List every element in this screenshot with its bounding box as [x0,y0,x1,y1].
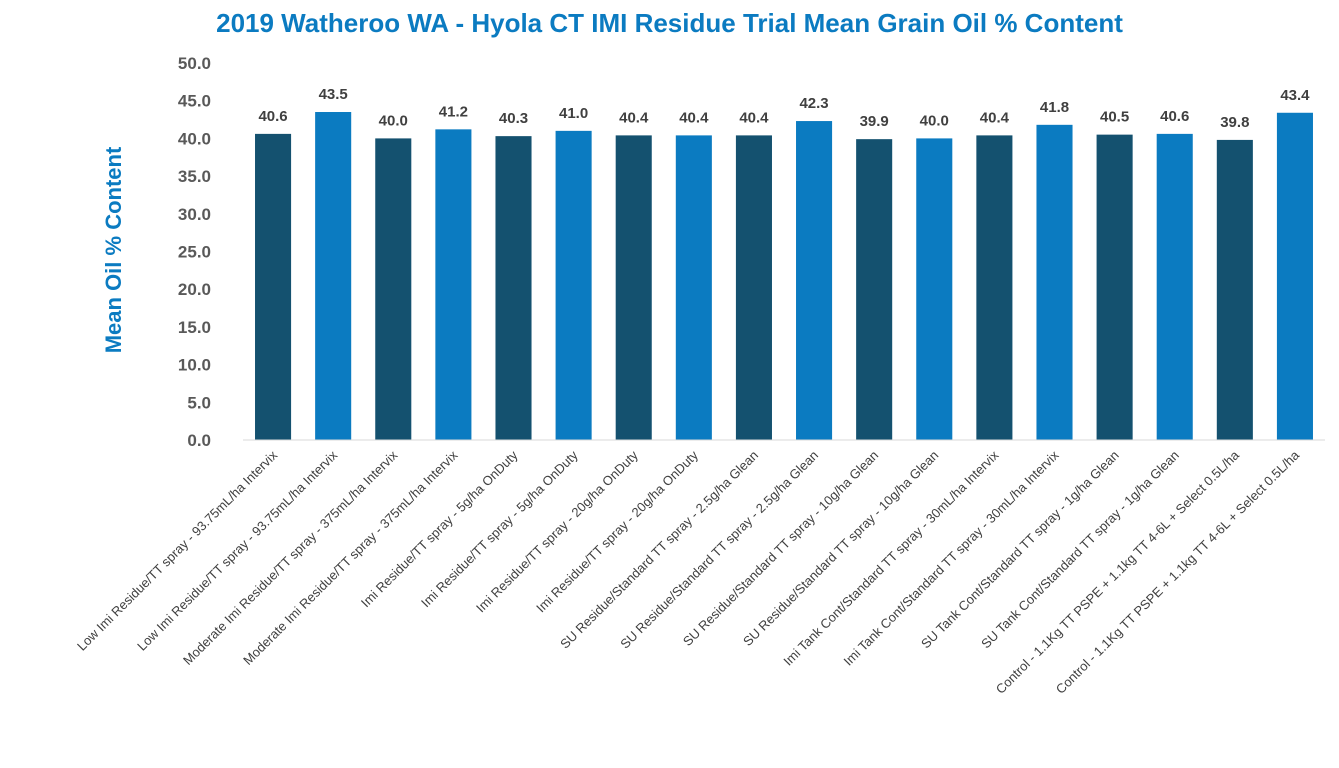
data-labels: 40.6 43.5 40.0 41.2 40.3 41.0 40.4 40.4 40.4 42.3… [258,86,1310,131]
bar [735,135,772,440]
data-label: 40.6 [1160,108,1189,125]
bar [435,129,472,441]
category-labels: Low Imi Residue/TT spray - 93.75mL/ha In… [74,447,1303,697]
data-label: 41.2 [439,103,468,120]
data-label: 40.4 [739,109,769,126]
y-tick-label: 20.0 [178,280,211,299]
data-label: 40.3 [499,110,528,127]
bar [1036,124,1073,440]
y-tick-label: 15.0 [178,318,211,337]
category-label: Imi Tank Cont/Standard TT spray - 30mL/h… [780,447,1001,668]
data-label: 40.4 [980,109,1010,126]
bar [375,138,412,440]
y-tick-label: 10.0 [178,356,211,375]
category-label: Imi Tank Cont/Standard TT spray - 30mL/h… [841,447,1062,668]
bar [856,139,893,441]
y-tick-label: 25.0 [178,243,211,262]
bar [796,121,833,441]
data-label: 40.5 [1100,109,1129,126]
y-tick-label: 45.0 [178,92,211,111]
bar [916,138,953,440]
bar [1216,139,1253,440]
data-label: 40.0 [379,112,408,129]
bar [615,135,652,440]
data-label: 43.5 [319,86,348,103]
category-label: Moderate Imi Residue/TT spray - 375mL/ha… [240,447,461,668]
data-label: 40.4 [679,109,709,126]
category-label: Moderate Imi Residue/TT spray - 375mL/ha… [180,447,401,668]
chart-title: 2019 Watheroo WA - Hyola CT IMI Residue … [216,8,1123,38]
y-tick-label: 0.0 [187,431,211,450]
data-label: 41.8 [1040,99,1069,116]
bar [1096,134,1133,440]
data-label: 39.8 [1220,114,1249,131]
bar [495,136,532,440]
y-axis-label: Mean Oil % Content [101,146,126,353]
bar [675,135,712,440]
bars [255,112,1313,441]
category-label: Low Imi Residue/TT spray - 93.75mL/ha In… [74,447,280,653]
bar [1156,133,1193,440]
y-tick-label: 35.0 [178,167,211,186]
bar [555,130,592,441]
y-axis-ticks: 0.0 5.0 10.0 15.0 20.0 25.0 30.0 35.0 40.0 45.0 50… [178,54,211,450]
category-label: Low Imi Residue/TT spray - 93.75mL/ha In… [134,447,340,653]
bar [976,135,1013,440]
data-label: 40.6 [258,108,287,125]
data-label: 42.3 [799,95,828,112]
data-label: 39.9 [860,113,889,130]
y-tick-label: 40.0 [178,129,211,148]
bar [1276,112,1313,440]
bar [315,112,352,440]
data-label: 43.4 [1280,87,1310,104]
y-tick-label: 5.0 [187,393,211,412]
y-tick-label: 50.0 [178,54,211,73]
data-label: 41.0 [559,105,588,122]
y-tick-label: 30.0 [178,205,211,224]
data-label: 40.0 [920,112,949,129]
data-label: 40.4 [619,109,649,126]
bar [255,133,292,440]
